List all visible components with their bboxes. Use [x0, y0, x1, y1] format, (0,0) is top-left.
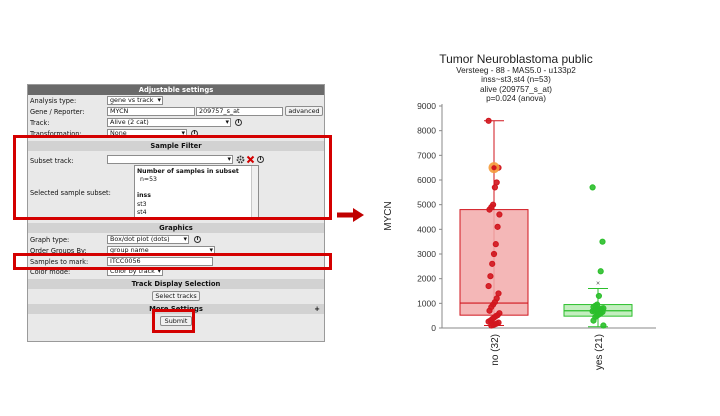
- y-tick-label: 6000: [417, 175, 436, 185]
- data-point: [487, 273, 494, 280]
- y-tick-label: 9000: [417, 101, 436, 111]
- y-tick-label: 3000: [417, 249, 436, 259]
- more-settings-bar[interactable]: More Settings +: [28, 304, 324, 314]
- subset-item[interactable]: st4: [137, 209, 147, 216]
- select-tracks-button[interactable]: Select tracks: [152, 291, 200, 301]
- data-point: [493, 179, 500, 186]
- data-point: [599, 238, 606, 245]
- analysis-type-label: Analysis type:: [30, 97, 77, 105]
- y-tick-label: 1000: [417, 298, 436, 308]
- advanced-button[interactable]: advanced: [285, 106, 323, 116]
- sample-filter-title: Sample Filter: [28, 141, 324, 151]
- data-point: [486, 206, 493, 213]
- order-groups-label: Order Groups By:: [30, 247, 87, 255]
- box-plot-chart: Tumor Neuroblastoma public Versteeg - 88…: [366, 40, 666, 380]
- subset-group: inss: [137, 192, 151, 199]
- arrow-right-icon: [337, 208, 364, 222]
- x-tick-label: yes (21): [594, 334, 605, 370]
- data-point: [486, 307, 493, 314]
- y-tick-label: 2000: [417, 274, 436, 284]
- chart-subtitle-line: p=0.024 (anova): [486, 94, 546, 104]
- analysis-type-select[interactable]: gene vs track: [107, 96, 163, 105]
- graph-type-label: Graph type:: [30, 236, 70, 244]
- data-point: [485, 282, 492, 290]
- data-point: [494, 223, 501, 230]
- gear-icon[interactable]: [236, 155, 245, 164]
- y-tick-label: 8000: [417, 126, 436, 136]
- data-point: [600, 322, 607, 329]
- panel-title: Adjustable settings: [28, 85, 324, 95]
- track-select[interactable]: Alive (2 cat): [107, 118, 231, 127]
- plot-area: MYCN 0 1000 2000 3000 4000 5000 6000 7000 8000 90…: [383, 101, 656, 370]
- transformation-select[interactable]: None: [107, 129, 187, 138]
- reporter-input[interactable]: 209757_s_at: [196, 107, 283, 116]
- marked-sample-core: [491, 165, 497, 171]
- subset-item[interactable]: st3: [137, 201, 147, 208]
- subset-listbox[interactable]: Number of samples in subset n=53 inss st…: [134, 165, 259, 218]
- track-display-title: Track Display Selection: [28, 279, 324, 289]
- y-tick-label: 7000: [417, 150, 436, 160]
- color-mode-select[interactable]: Color by track: [107, 267, 163, 276]
- data-point: [597, 268, 604, 275]
- data-point: [490, 250, 498, 258]
- data-point: [489, 260, 496, 267]
- data-point: [491, 184, 498, 191]
- more-settings-title: More Settings: [149, 305, 203, 313]
- data-point: [495, 290, 502, 297]
- y-axis-label: MYCN: [383, 201, 394, 230]
- adjustable-settings-panel: Adjustable settings Analysis type: gene …: [27, 84, 325, 342]
- subset-track-select[interactable]: [107, 155, 233, 164]
- data-point: [496, 211, 503, 218]
- expand-icon[interactable]: +: [314, 305, 320, 313]
- track-info-icon[interactable]: i: [235, 119, 242, 126]
- data-point: [492, 241, 499, 248]
- samples-to-mark-input[interactable]: ITCC0056: [107, 257, 213, 266]
- track-label: Track:: [30, 119, 50, 127]
- transformation-info-icon[interactable]: i: [191, 130, 198, 137]
- x-tick-label: no (32): [490, 334, 501, 366]
- y-tick-label: 4000: [417, 224, 436, 234]
- gene-input[interactable]: MYCN: [107, 107, 195, 116]
- subset-list-header: Number of samples in subset: [137, 168, 239, 175]
- chart-subtitle-line: inss~st3,st4 (n=53): [481, 75, 551, 85]
- samples-to-mark-label: Samples to mark:: [30, 258, 89, 266]
- submit-button[interactable]: Submit: [160, 316, 192, 326]
- order-groups-select[interactable]: group name: [107, 246, 215, 255]
- chart-subtitle: Versteeg - 88 - MAS5.0 - u133p2 inss~st3…: [366, 66, 666, 104]
- data-point: [595, 292, 602, 300]
- transformation-label: Transformation:: [30, 130, 82, 138]
- subset-scrollbar[interactable]: [251, 166, 258, 217]
- data-point: [589, 308, 596, 315]
- graph-type-info-icon[interactable]: i: [194, 236, 201, 243]
- subset-track-label: Subset track:: [30, 157, 74, 165]
- graphics-title: Graphics: [28, 223, 324, 233]
- subset-count: n=53: [140, 176, 157, 183]
- mean-marker: ×: [596, 281, 600, 288]
- data-point: [485, 117, 492, 124]
- y-tick-label: 0: [431, 323, 436, 333]
- selected-subset-label: Selected sample subset:: [30, 189, 111, 197]
- close-icon[interactable]: [246, 155, 255, 164]
- graph-type-select[interactable]: Box/dot plot (dots): [107, 235, 189, 244]
- color-mode-label: Color mode:: [30, 268, 71, 276]
- chart-title: Tumor Neuroblastoma public: [439, 52, 593, 66]
- data-point: [488, 322, 495, 329]
- chart-subtitle-line: alive (209757_s_at): [480, 84, 552, 94]
- y-tick-label: 5000: [417, 200, 436, 210]
- data-point: [589, 184, 596, 191]
- chart-subtitle-line: Versteeg - 88 - MAS5.0 - u133p2: [456, 66, 576, 75]
- subset-info-icon[interactable]: i: [257, 156, 264, 163]
- data-point: [590, 317, 597, 324]
- gene-reporter-label: Gene / Reporter:: [30, 108, 85, 116]
